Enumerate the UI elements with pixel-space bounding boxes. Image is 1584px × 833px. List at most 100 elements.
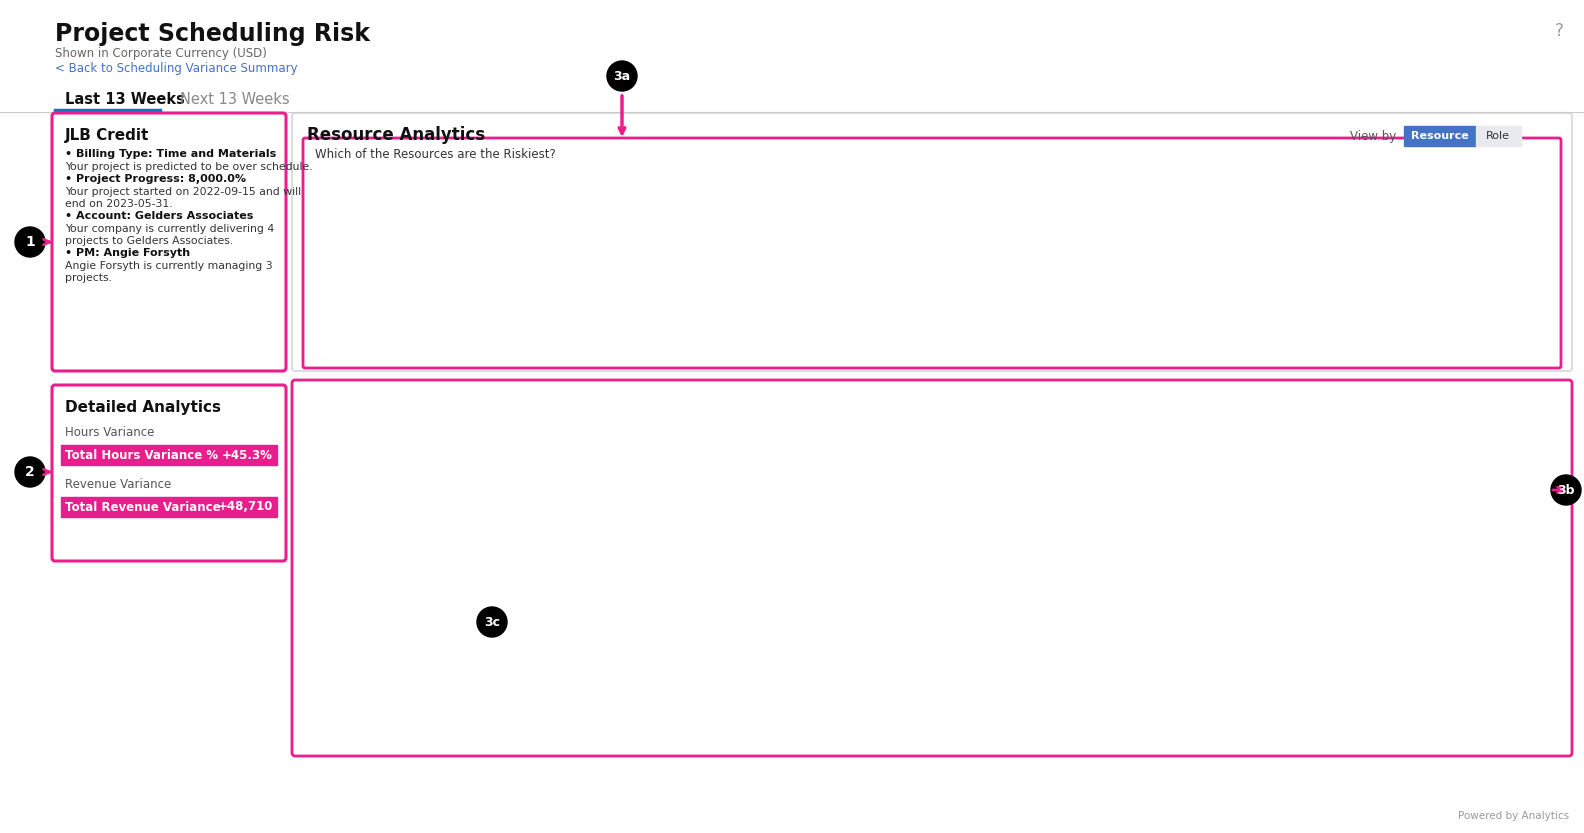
Text: • Billing Type: Time and Materials: • Billing Type: Time and Materials: [65, 149, 276, 159]
Text: Total Revenue Variance: Total Revenue Variance: [65, 501, 220, 513]
Text: 1: 1: [25, 235, 35, 249]
Bar: [1299, 473, 1335, 487]
FancyBboxPatch shape: [52, 385, 287, 561]
Text: 3b: 3b: [1557, 483, 1574, 496]
Text: 24: 24: [980, 441, 993, 450]
Text: 15: 15: [1019, 454, 1030, 463]
Text: 3c: 3c: [485, 616, 501, 629]
Bar: [1403, 126, 1476, 146]
Circle shape: [1551, 475, 1581, 505]
Text: 156: 156: [684, 252, 703, 262]
Text: 158: 158: [489, 249, 508, 258]
Bar: [1494, 473, 1530, 487]
FancyBboxPatch shape: [303, 138, 1560, 368]
Text: end on 2023-05-31.: end on 2023-05-31.: [65, 199, 173, 209]
Text: 10: 10: [1115, 461, 1128, 470]
Text: 2: 2: [25, 465, 35, 479]
Bar: [615, 352, 653, 487]
Text: Detailed Analytics: Detailed Analytics: [65, 400, 222, 415]
Bar: [1396, 473, 1434, 487]
Text: 10: 10: [1312, 461, 1323, 470]
Text: Your company is currently delivering 4: Your company is currently delivering 4: [65, 224, 274, 234]
Bar: [1006, 466, 1042, 487]
Text: ?: ?: [1555, 22, 1563, 40]
Text: 10: 10: [1408, 461, 1421, 470]
Bar: [480, 262, 518, 487]
FancyBboxPatch shape: [291, 113, 1571, 371]
Text: Total Hours Variance %: Total Hours Variance %: [65, 448, 219, 461]
Bar: [1102, 473, 1140, 487]
Text: < Back to Scheduling Variance Summary: < Back to Scheduling Variance Summary: [55, 62, 298, 75]
Text: Last 13 Weeks: Last 13 Weeks: [65, 92, 185, 107]
Bar: [383, 172, 420, 487]
Bar: [908, 420, 946, 487]
Text: Angie Forsyth is currently managing 3: Angie Forsyth is currently managing 3: [65, 261, 272, 271]
Text: Powered by Analytics: Powered by Analytics: [1457, 811, 1570, 821]
Text: projects to Gelders Associates.: projects to Gelders Associates.: [65, 236, 233, 246]
Circle shape: [477, 607, 507, 637]
Y-axis label: Hours: Hours: [323, 616, 333, 650]
Text: 95: 95: [627, 340, 640, 348]
Text: 10: 10: [1213, 461, 1226, 470]
Text: • Project Progress: 8,000.0%: • Project Progress: 8,000.0%: [65, 174, 246, 184]
Text: 10: 10: [1079, 461, 1091, 470]
Bar: [1261, 473, 1299, 487]
Bar: [62, 445, 277, 465]
Text: Resource Analytics: Resource Analytics: [307, 126, 485, 144]
FancyBboxPatch shape: [291, 380, 1571, 756]
Text: • PM: Angie Forsyth: • PM: Angie Forsyth: [65, 248, 190, 258]
Text: +45.3%: +45.3%: [222, 448, 272, 461]
Text: 156: 156: [819, 252, 838, 262]
Text: 3a: 3a: [613, 69, 630, 82]
Bar: [713, 264, 749, 487]
Text: 144: 144: [588, 270, 607, 278]
FancyBboxPatch shape: [52, 113, 287, 371]
Bar: [968, 453, 1006, 487]
Bar: [578, 282, 615, 487]
Bar: [1457, 473, 1494, 487]
Text: JLB Credit: JLB Credit: [65, 128, 149, 143]
Bar: [62, 497, 277, 517]
Text: Your project is predicted to be over schedule.: Your project is predicted to be over sch…: [65, 162, 312, 172]
Text: Resource: Resource: [1411, 131, 1468, 141]
Text: 156: 156: [722, 252, 741, 262]
Text: Shown in Corporate Currency (USD): Shown in Corporate Currency (USD): [55, 47, 266, 60]
Text: projects.: projects.: [65, 273, 112, 283]
Circle shape: [607, 61, 637, 91]
Circle shape: [14, 457, 44, 487]
Bar: [1476, 126, 1521, 146]
Text: • Account: Gelders Associates: • Account: Gelders Associates: [65, 211, 253, 221]
Text: +48,710: +48,710: [217, 501, 272, 513]
Text: 10: 10: [1175, 461, 1188, 470]
Bar: [1359, 466, 1396, 487]
Text: 234: 234: [782, 141, 802, 150]
Text: 95: 95: [529, 340, 542, 348]
Bar: [811, 264, 847, 487]
Text: 15: 15: [1372, 454, 1384, 463]
Text: 10: 10: [1506, 461, 1519, 470]
Text: 47: 47: [920, 408, 933, 417]
Circle shape: [14, 227, 44, 257]
Text: Which of the Resources are the Riskiest?: Which of the Resources are the Riskiest?: [315, 148, 556, 161]
Text: Your project started on 2022-09-15 and will: Your project started on 2022-09-15 and w…: [65, 187, 301, 197]
Bar: [871, 354, 908, 487]
Bar: [675, 264, 713, 487]
Text: 221: 221: [391, 159, 410, 168]
Text: Next 13 Weeks: Next 13 Weeks: [181, 92, 290, 107]
Bar: [518, 352, 554, 487]
Bar: [420, 288, 456, 487]
Text: 139: 139: [429, 277, 448, 286]
Bar: [1201, 473, 1239, 487]
Text: 93: 93: [882, 342, 895, 352]
Text: 10: 10: [1274, 461, 1286, 470]
Bar: [1066, 473, 1102, 487]
Y-axis label: Hours: Hours: [322, 282, 333, 314]
Bar: [1164, 473, 1201, 487]
Text: Hours Variance: Hours Variance: [65, 426, 154, 439]
Text: Project Scheduling Risk: Project Scheduling Risk: [55, 22, 371, 46]
Bar: [773, 152, 811, 487]
Text: 10: 10: [1468, 461, 1481, 470]
Text: View by: View by: [1350, 129, 1396, 142]
Text: Revenue Variance: Revenue Variance: [65, 478, 171, 491]
Text: Role: Role: [1486, 131, 1510, 141]
